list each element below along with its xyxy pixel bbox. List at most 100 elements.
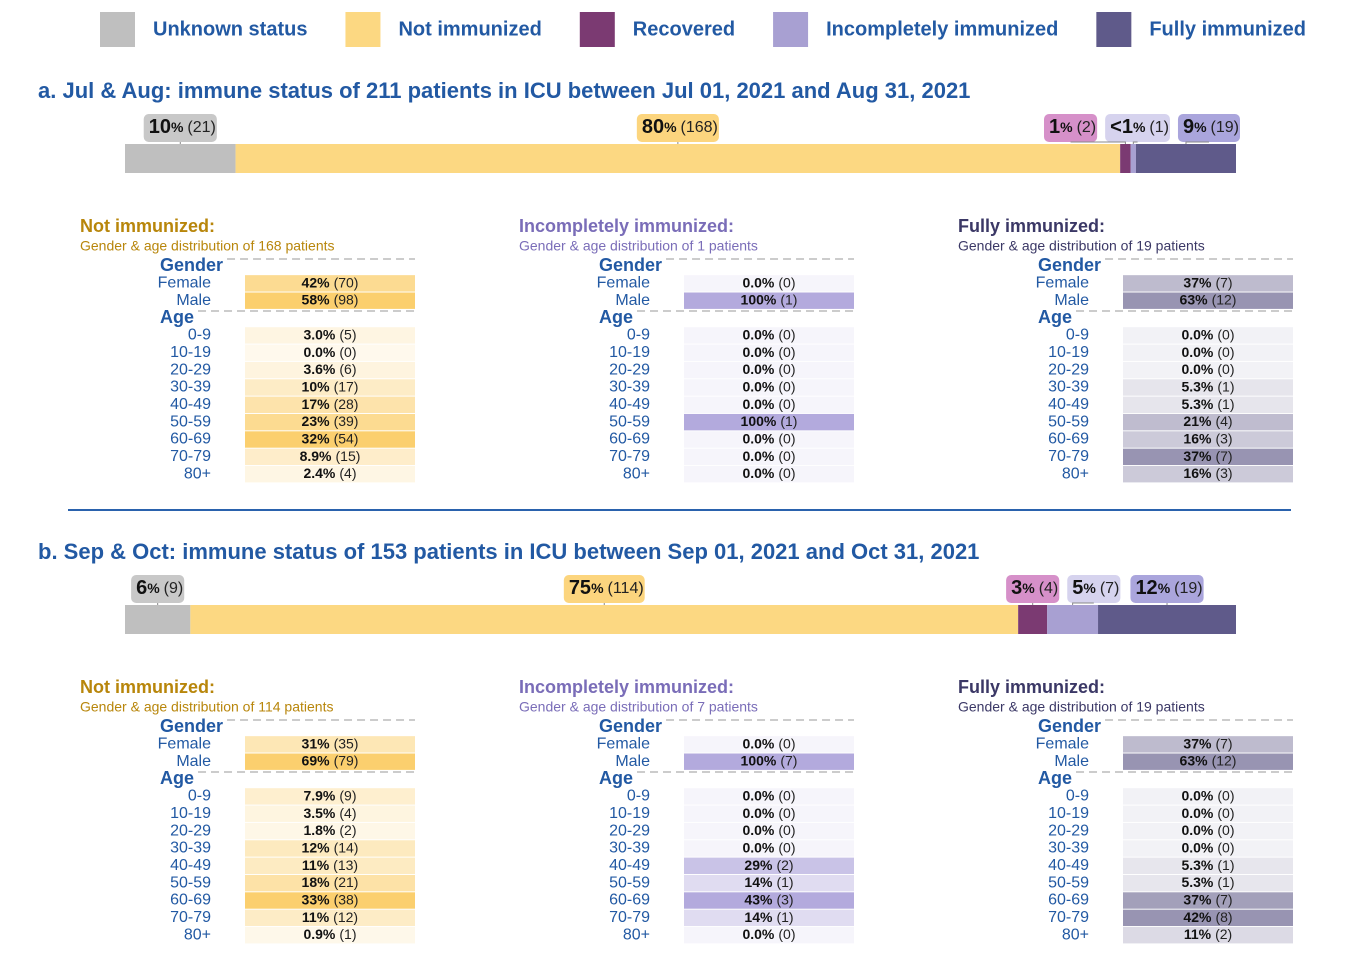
legend-label: Recovered [633,18,735,40]
cell-pct: 3.0% [303,326,335,342]
cell-count: (13) [333,857,358,873]
row-label: 60-69 [1048,892,1089,909]
cell-pct: 100% [741,752,777,768]
row-label: 0-9 [188,327,211,344]
cell [245,344,415,361]
cell-text: 63% (12) [1180,752,1237,768]
cell-count: (9) [339,787,356,803]
label-box [1105,114,1170,142]
legend-swatch [579,12,615,47]
row-label: 10-19 [170,344,211,361]
label-pct: 80 [642,116,664,138]
cell-pct: 5.3% [1181,874,1213,890]
cell-count: (2) [776,857,793,873]
row-label: 40-49 [170,396,211,413]
row-label: 20-29 [170,822,211,839]
cell [684,275,854,292]
label-unit: % [171,119,184,135]
bar-segment [125,144,236,173]
breakdown-subtitle: Gender & age distribution of 19 patients [958,238,1205,254]
cell-count: (0) [1217,787,1234,803]
row-label: 60-69 [170,431,211,448]
cell [684,396,854,413]
cell-count: (3) [1215,465,1232,481]
cell-text: 0.0% (0) [1181,822,1234,838]
cell-count: (3) [776,891,793,907]
row-label: 80+ [184,465,211,482]
cell-pct: 7.9% [303,787,335,803]
row-label: 50-59 [609,413,650,430]
cell [245,753,415,770]
cell-text: 37% (7) [1183,891,1232,907]
cell-text: 37% (7) [1183,448,1232,464]
cell-text: 8.9% (15) [300,448,361,464]
cell-count: (7) [1215,891,1232,907]
cell [684,892,854,909]
cell [245,275,415,292]
row-label: 50-59 [170,874,211,891]
segment-label: 6% (9) [131,575,185,603]
label-box [143,114,217,142]
cell-count: (0) [778,465,795,481]
row-label: 30-39 [170,840,211,857]
cell-count: (7) [1215,274,1232,290]
label-pct: 5 [1072,577,1083,599]
label-unit: % [664,119,677,135]
cell-pct: 2.4% [303,465,335,481]
label-text: 75% (114) [569,577,644,599]
cell-count: (0) [778,396,795,412]
cell-text: 0.0% (0) [1181,361,1234,377]
cell-count: (98) [334,291,359,307]
cell [1123,927,1293,944]
cell-pct: 0.0% [742,343,774,359]
cell-pct: 21% [1183,413,1212,429]
cell-count: (35) [334,735,359,751]
cell-pct: 63% [1180,291,1209,307]
cell [684,431,854,448]
cell-pct: 1.8% [303,822,335,838]
row-label: 50-59 [170,413,211,430]
leader-line [1132,141,1138,144]
legend-label: Unknown status [153,18,307,40]
label-text: <1% (1) [1110,116,1169,138]
label-text: 5% (7) [1072,577,1119,599]
cell-count: (1) [1217,874,1234,890]
cell [245,361,415,379]
cell-text: 42% (8) [1183,909,1232,925]
cell [684,788,854,805]
cell-count: (2) [1215,926,1232,942]
cell-count: (12) [333,909,358,925]
cell-pct: 0.0% [742,839,774,855]
bar-segment [1135,144,1236,173]
row-label: 40-49 [170,857,211,874]
cell-pct: 3.6% [303,361,335,377]
legend-label: Fully immunized [1149,18,1306,40]
cell-count: (28) [334,396,359,412]
cell-text: 0.0% (0) [1181,326,1234,342]
cell-text: 21% (4) [1183,413,1232,429]
cell-count: (1) [776,909,793,925]
row-label: 80+ [184,926,211,943]
cell-text: 14% (1) [744,874,793,890]
cell-text: 3.6% (6) [303,361,356,377]
cell-pct: 0.0% [303,343,335,359]
cell-count: (2) [339,822,356,838]
cell [245,448,415,466]
label-unit: % [1158,580,1171,596]
cell [245,431,415,448]
cell-count: (3) [1215,430,1232,446]
cell-count: (0) [778,378,795,394]
cell-count: (0) [778,274,795,290]
cell [684,857,854,874]
cell-count: (0) [1217,839,1234,855]
row-label: 50-59 [1048,874,1089,891]
leader-line [1185,141,1209,144]
label-box [636,114,719,142]
label-count: (114) [608,580,644,597]
cell [1123,753,1293,770]
label-count: (4) [1039,580,1059,597]
cell-text: 18% (21) [302,874,359,890]
group-header: Age [1038,768,1072,788]
cell-count: (7) [1215,735,1232,751]
cell-text: 37% (7) [1183,274,1232,290]
